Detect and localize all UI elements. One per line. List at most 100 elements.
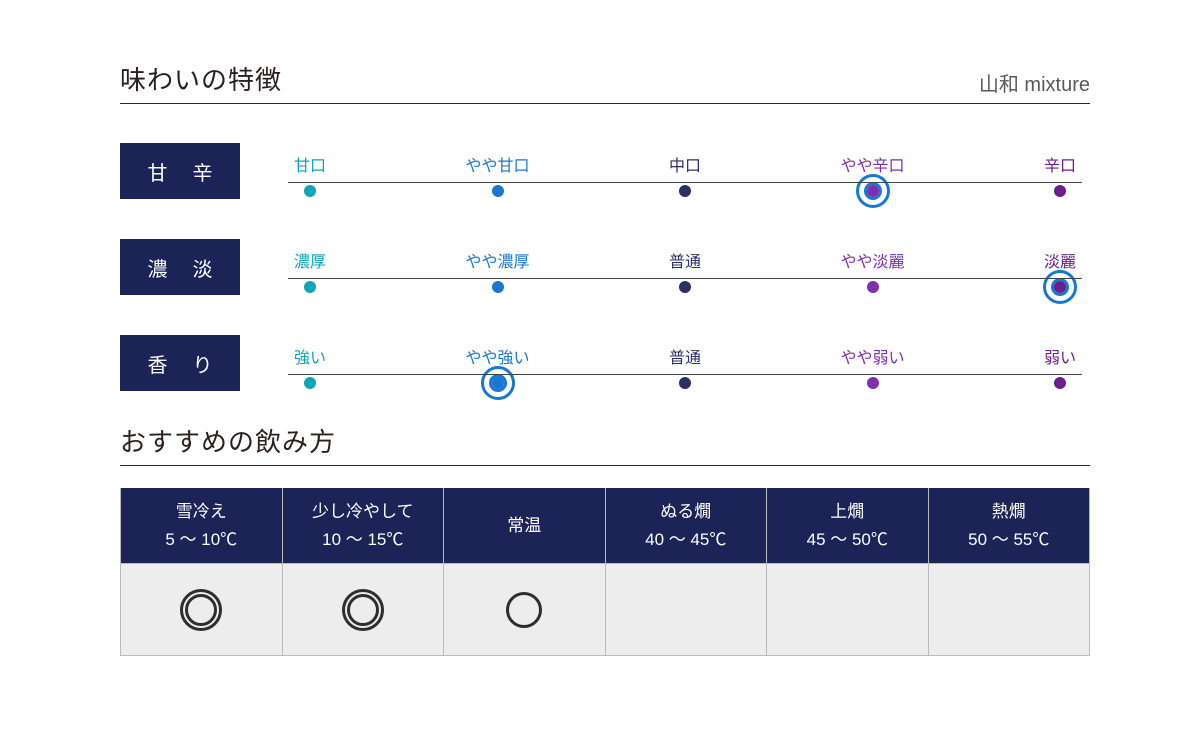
serving-temp: 5 〜 10℃ bbox=[165, 526, 237, 553]
scale-tag: 濃 淡 bbox=[120, 239, 240, 295]
dot-icon bbox=[867, 281, 879, 293]
serving-column: ぬる燗40 〜 45℃ bbox=[606, 488, 768, 656]
scale-line bbox=[288, 182, 1082, 183]
serving-temp: 50 〜 55℃ bbox=[968, 526, 1049, 553]
scale-point: やや淡麗 bbox=[843, 248, 903, 304]
scale-point: 中口 bbox=[655, 152, 715, 208]
serving-temp: 40 〜 45℃ bbox=[645, 526, 726, 553]
serving-table: 雪冷え5 〜 10℃少し冷やして10 〜 15℃常温ぬる燗40 〜 45℃上燗4… bbox=[120, 488, 1090, 656]
scale-point-label: 普通 bbox=[669, 344, 701, 368]
scale-point-label: 辛口 bbox=[1044, 152, 1076, 176]
dot-icon bbox=[492, 185, 504, 197]
serving-cell bbox=[929, 564, 1090, 656]
serving-header: 雪冷え5 〜 10℃ bbox=[121, 488, 282, 564]
dot-icon bbox=[1054, 377, 1066, 389]
selection-ring-icon bbox=[856, 174, 890, 208]
double-circle-icon bbox=[342, 589, 384, 631]
scale-line bbox=[288, 278, 1082, 279]
serving-header: 少し冷やして10 〜 15℃ bbox=[283, 488, 444, 564]
scale-point: やや濃厚 bbox=[468, 248, 528, 304]
dot-icon bbox=[679, 377, 691, 389]
selection-ring-icon bbox=[481, 366, 515, 400]
scale-body: 甘口 やや甘口 中口 やや辛口 辛口 bbox=[280, 134, 1090, 208]
scale-marker bbox=[293, 366, 327, 400]
serving-cell bbox=[283, 564, 444, 656]
dot-icon bbox=[304, 185, 316, 197]
scale-point: 普通 bbox=[655, 344, 715, 400]
scale-marker bbox=[856, 270, 890, 304]
scale-marker bbox=[481, 174, 515, 208]
scale-point: 甘口 bbox=[280, 152, 340, 208]
scale-point: やや甘口 bbox=[468, 152, 528, 208]
product-name: 山和 mixture bbox=[979, 68, 1090, 97]
scale-marker bbox=[668, 366, 702, 400]
scale-point-label: やや濃厚 bbox=[466, 248, 530, 272]
serving-temp: 10 〜 15℃ bbox=[322, 526, 403, 553]
serving-column: 雪冷え5 〜 10℃ bbox=[121, 488, 283, 656]
scale-point: 濃厚 bbox=[280, 248, 340, 304]
scale-marker bbox=[1043, 366, 1077, 400]
serving-header: 上燗45 〜 50℃ bbox=[767, 488, 928, 564]
dot-icon bbox=[679, 185, 691, 197]
scale-marker bbox=[1043, 174, 1077, 208]
scale-point-label: やや淡麗 bbox=[841, 248, 905, 272]
scale-row: 甘 辛 甘口 やや甘口 中口 やや辛口 辛口 bbox=[120, 134, 1090, 208]
dot-icon bbox=[1054, 281, 1066, 293]
flavor-title-row: 味わいの特徴 山和 mixture bbox=[120, 60, 1090, 104]
scale-point-label: 中口 bbox=[669, 152, 701, 176]
scale-point: 弱い bbox=[1030, 344, 1090, 400]
scale-point: 辛口 bbox=[1030, 152, 1090, 208]
serving-header: 常温 bbox=[444, 488, 605, 564]
serving-header: 熱燗50 〜 55℃ bbox=[929, 488, 1090, 564]
serving-name: 上燗 bbox=[830, 498, 864, 525]
scale-body: 強い やや強い 普通 やや弱い 弱い bbox=[280, 326, 1090, 400]
serving-temp: 45 〜 50℃ bbox=[807, 526, 888, 553]
scale-point: 淡麗 bbox=[1030, 248, 1090, 304]
scale-point-label: 強い bbox=[294, 344, 326, 368]
scale-point: やや強い bbox=[468, 344, 528, 400]
scale-point: 強い bbox=[280, 344, 340, 400]
scale-tag: 香 り bbox=[120, 335, 240, 391]
dot-icon bbox=[304, 377, 316, 389]
dot-icon bbox=[492, 281, 504, 293]
flavor-scales: 甘 辛甘口やや甘口中口やや辛口辛口濃 淡濃厚やや濃厚普通やや淡麗淡麗香 り強いや… bbox=[120, 134, 1090, 400]
scale-line bbox=[288, 374, 1082, 375]
circle-icon bbox=[506, 592, 542, 628]
scale-marker bbox=[668, 174, 702, 208]
scale-marker bbox=[668, 270, 702, 304]
scale-marker bbox=[481, 270, 515, 304]
scale-point-label: 甘口 bbox=[294, 152, 326, 176]
serving-column: 上燗45 〜 50℃ bbox=[767, 488, 929, 656]
scale-marker bbox=[1043, 270, 1077, 304]
scale-point-label: やや甘口 bbox=[466, 152, 530, 176]
dot-icon bbox=[867, 377, 879, 389]
scale-point-label: やや強い bbox=[466, 344, 530, 368]
scale-point-label: 濃厚 bbox=[294, 248, 326, 272]
serving-cell bbox=[767, 564, 928, 656]
scale-point-label: やや弱い bbox=[841, 344, 905, 368]
dot-icon bbox=[304, 281, 316, 293]
scale-marker bbox=[856, 174, 890, 208]
serving-cell bbox=[444, 564, 605, 656]
scale-body: 濃厚 やや濃厚 普通 やや淡麗 淡麗 bbox=[280, 230, 1090, 304]
scale-point: 普通 bbox=[655, 248, 715, 304]
scale-tag: 甘 辛 bbox=[120, 143, 240, 199]
serving-name: 常温 bbox=[507, 512, 541, 539]
serving-cell bbox=[121, 564, 282, 656]
scale-point: やや辛口 bbox=[843, 152, 903, 208]
dot-icon bbox=[492, 377, 504, 389]
selection-ring-inner-icon bbox=[864, 182, 882, 200]
serving-column: 常温 bbox=[444, 488, 606, 656]
selection-ring-icon bbox=[1043, 270, 1077, 304]
scale-row: 香 り 強い やや強い 普通 やや弱い 弱い bbox=[120, 326, 1090, 400]
serving-name: 少し冷やして bbox=[312, 498, 414, 525]
serving-column: 熱燗50 〜 55℃ bbox=[929, 488, 1091, 656]
selection-ring-inner-icon bbox=[1051, 278, 1069, 296]
dot-icon bbox=[1054, 185, 1066, 197]
serving-name: ぬる燗 bbox=[660, 498, 711, 525]
flavor-section-title: 味わいの特徴 bbox=[120, 60, 282, 97]
serving-name: 雪冷え bbox=[176, 498, 227, 525]
scale-marker bbox=[293, 270, 327, 304]
serving-name: 熱燗 bbox=[992, 498, 1026, 525]
scale-marker bbox=[856, 366, 890, 400]
